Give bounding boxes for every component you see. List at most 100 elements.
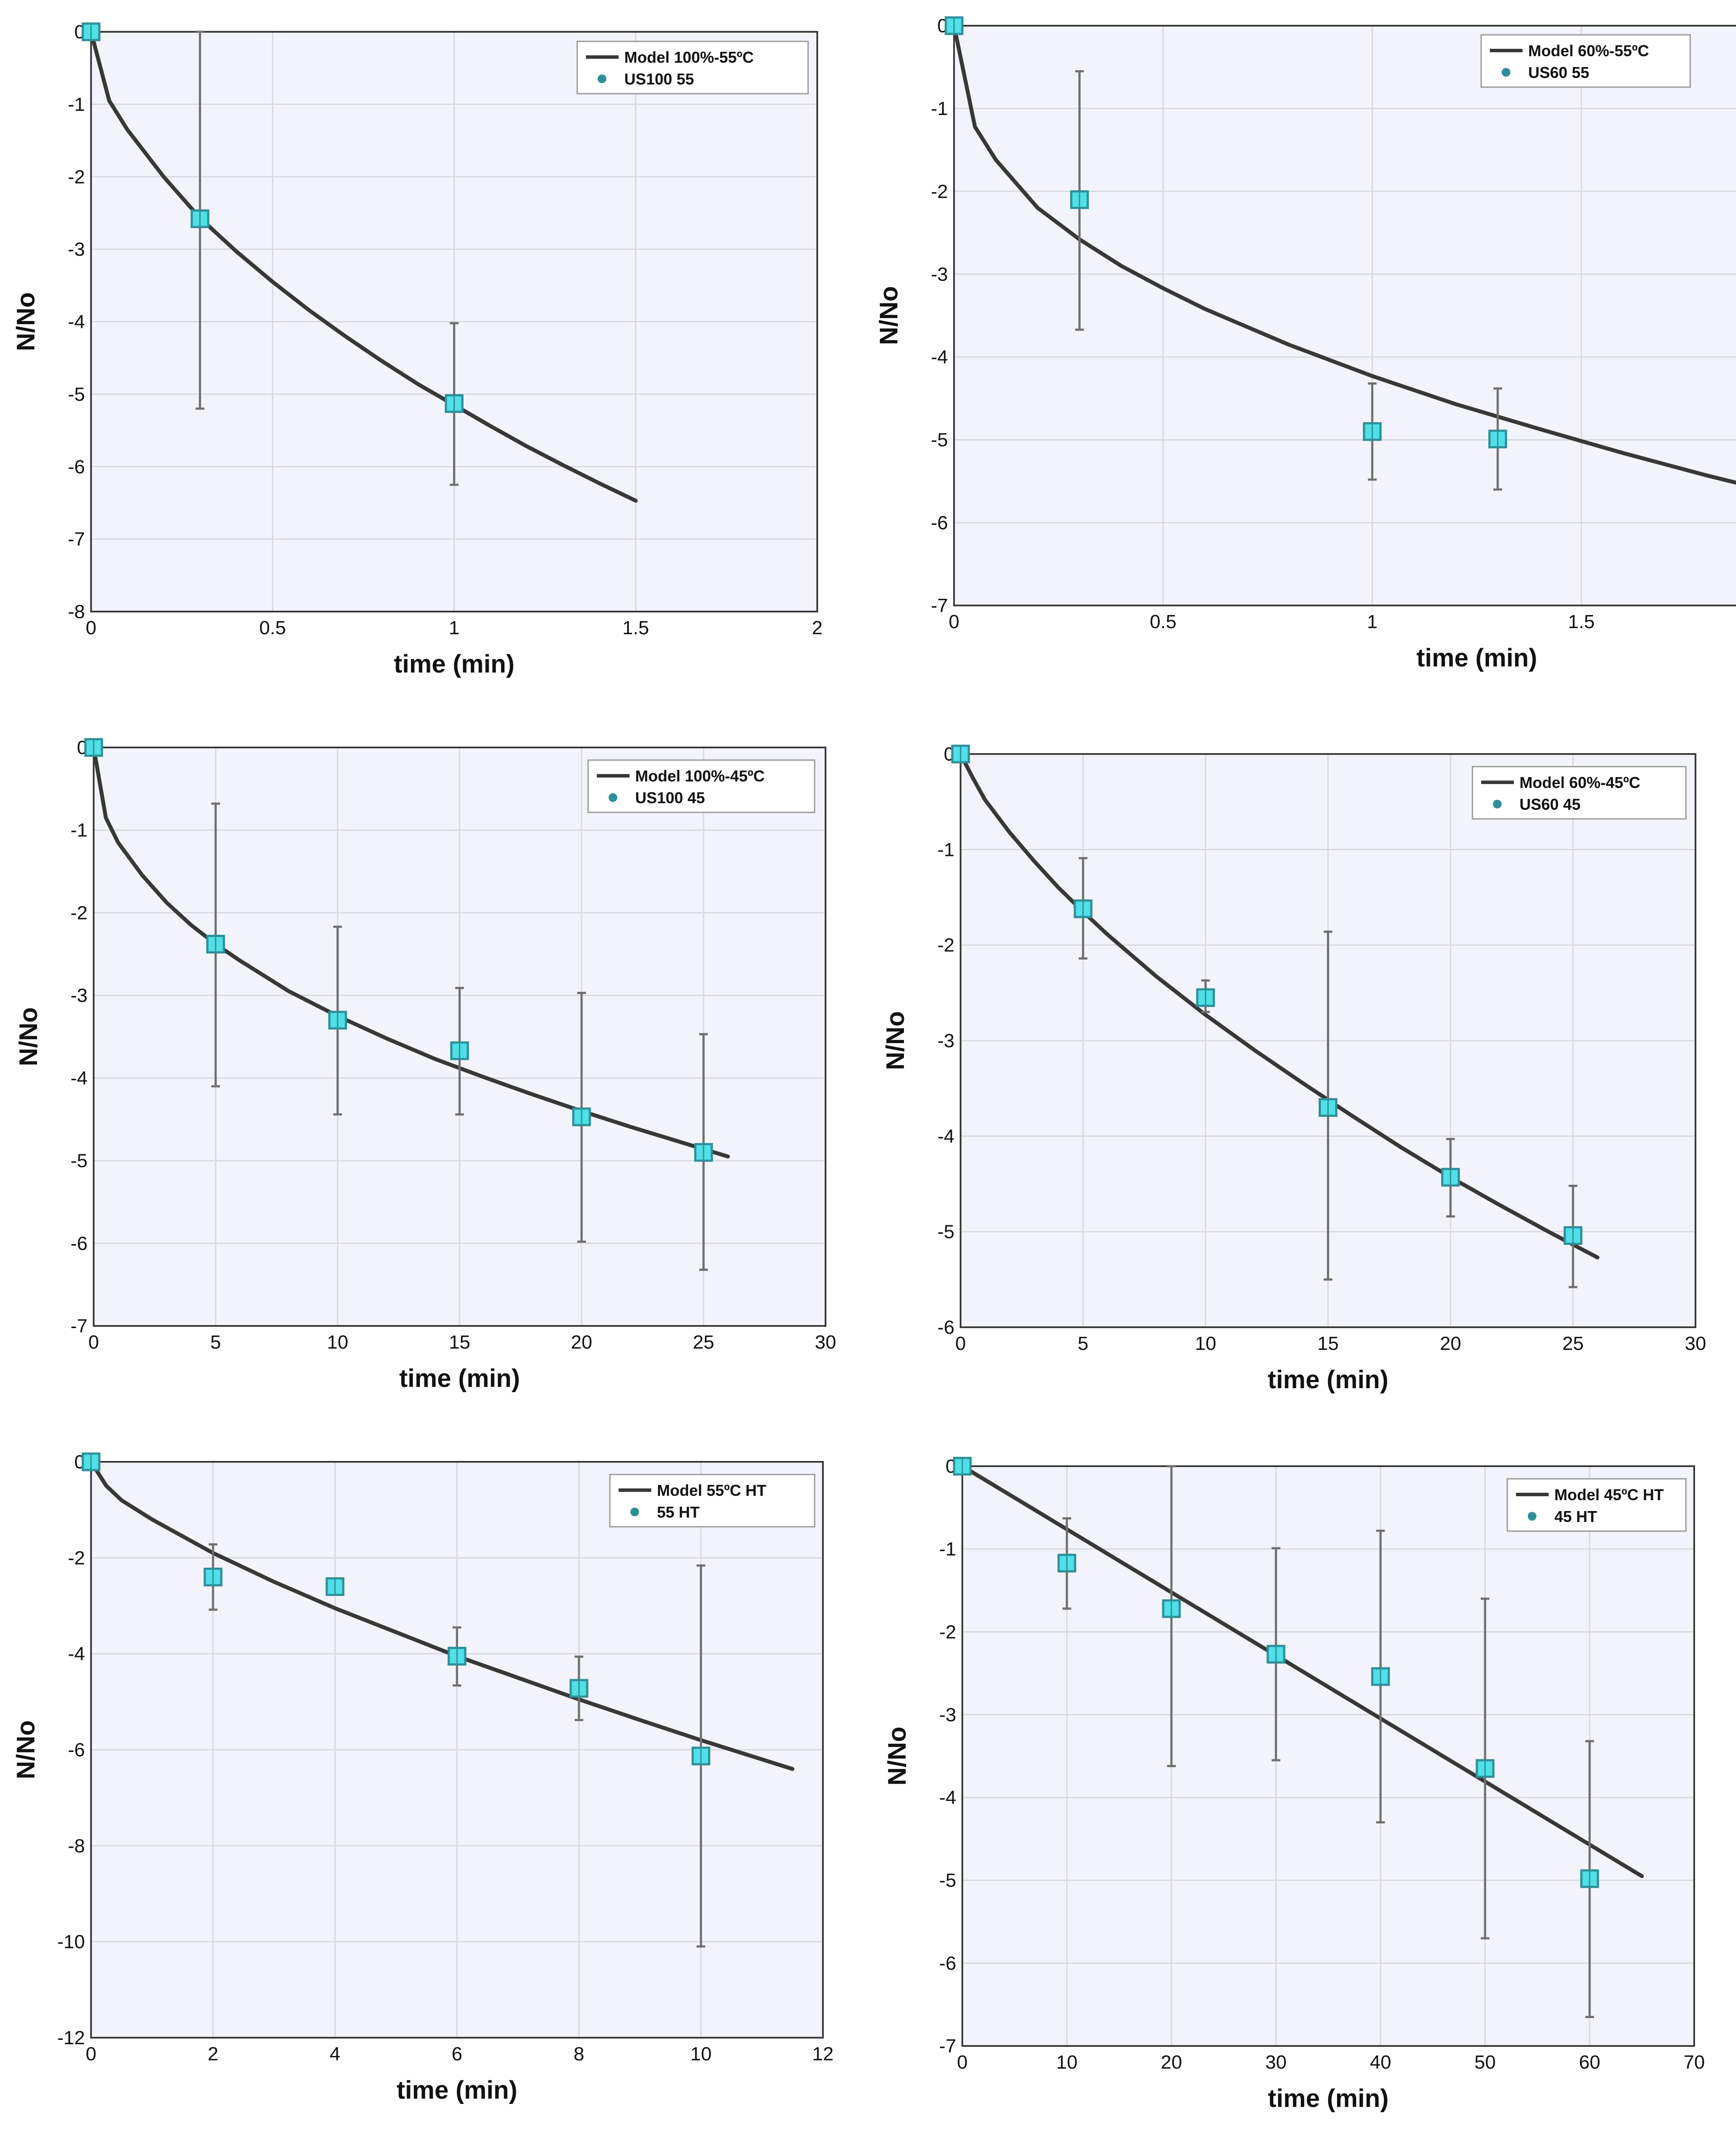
data-series xyxy=(84,738,713,1271)
plot-area xyxy=(953,25,1736,606)
x-tick-label: 20 xyxy=(1161,2052,1182,2073)
y-tick-label: -1 xyxy=(68,94,85,115)
x-tick-label: 0 xyxy=(86,2043,96,2065)
x-tick-label: 10 xyxy=(327,1332,349,1353)
plot-frame xyxy=(90,31,818,612)
y-tick-label: -1 xyxy=(937,839,954,860)
model-series xyxy=(960,1464,1644,1878)
tick-labels: 0 10 20 30 40 50 60 700-1-2-3-4-5-6-7 xyxy=(939,1456,1705,2073)
x-tick-label: 5 xyxy=(1078,1333,1088,1354)
y-tick-label: -1 xyxy=(71,820,88,841)
y-tick-label: -2 xyxy=(931,181,948,202)
x-tick-label: 0 xyxy=(957,2052,968,2073)
y-axis-title: N/No xyxy=(883,1727,911,1785)
legend: Model 60%-55ºC US60 55 xyxy=(1480,34,1691,88)
legend-data-swatch xyxy=(1493,800,1502,808)
legend: Model 55ºC HT 55 HT xyxy=(609,1474,816,1528)
legend: Model 60%-45ºC US60 45 xyxy=(1472,766,1687,820)
x-axis-title: time (min) xyxy=(394,650,514,678)
legend-data-label: US60 45 xyxy=(1519,795,1580,813)
y-tick-label: -4 xyxy=(68,311,85,333)
y-tick-label: -5 xyxy=(937,1221,954,1243)
y-tick-label: -5 xyxy=(71,1150,88,1172)
legend-model-label: Model 100%-45ºC xyxy=(635,767,765,785)
y-tick-label: -10 xyxy=(57,1931,85,1953)
x-tick-label: 4 xyxy=(330,2043,340,2065)
y-tick-label: -6 xyxy=(68,1739,85,1761)
y-axis-title: N/No xyxy=(875,286,903,345)
x-tick-label: 5 xyxy=(210,1332,221,1353)
x-tick-label: 0.5 xyxy=(1150,611,1176,632)
plot-frame xyxy=(960,753,1696,1328)
y-tick-label: -2 xyxy=(68,166,85,188)
tick-labels: 0 5 10 15 20 25 300-1-2-3-4-5-6-7 xyxy=(71,737,836,1353)
x-tick-label: 15 xyxy=(1317,1333,1339,1354)
y-axis-title: N/No xyxy=(12,292,40,351)
x-tick-label: 60 xyxy=(1579,2052,1601,2073)
y-tick-label: -8 xyxy=(68,601,85,622)
x-tick-label: 6 xyxy=(452,2043,462,2065)
model-curve xyxy=(89,30,638,503)
x-tick-label: 70 xyxy=(1684,2052,1705,2073)
legend-data-label: US60 55 xyxy=(1528,64,1589,81)
y-tick-label: -2 xyxy=(68,1547,85,1569)
y-tick-label: -4 xyxy=(931,347,948,368)
y-tick-label: -7 xyxy=(931,595,948,616)
y-tick-label: -7 xyxy=(939,2036,956,2057)
data-series xyxy=(81,1452,711,1948)
legend-box xyxy=(587,759,816,813)
legend-data-swatch xyxy=(609,793,617,802)
x-tick-label: 1.5 xyxy=(1568,611,1594,632)
model-curve xyxy=(960,1464,1644,1878)
y-tick-label: -3 xyxy=(937,1030,954,1052)
y-tick-label: -6 xyxy=(68,456,85,477)
legend-model-label: Model 100%-55ºC xyxy=(624,48,754,66)
x-tick-label: 40 xyxy=(1370,2052,1391,2073)
x-tick-label: 30 xyxy=(1266,2052,1287,2073)
y-tick-label: -5 xyxy=(931,429,948,451)
x-tick-label: 1 xyxy=(449,617,459,639)
y-tick-label: -4 xyxy=(937,1126,954,1147)
data-series xyxy=(81,22,464,486)
y-tick-label: -6 xyxy=(939,1953,956,1974)
model-curve xyxy=(89,1460,795,1771)
legend-data-label: 45 HT xyxy=(1554,1508,1597,1525)
legend: Model 100%-55ºC US100 55 xyxy=(576,41,809,95)
legend-data-swatch xyxy=(1502,68,1510,77)
model-series xyxy=(89,30,638,503)
x-tick-label: 25 xyxy=(1562,1333,1584,1354)
data-series xyxy=(951,744,1583,1288)
chart-panel-2: 00.511.522.50-1-2-3-4-5-6-7 Model 60%-55… xyxy=(875,15,1736,672)
chart-panel-1: 0 0.5 1 1.5 20-1-2-3-4-5-6-7-8 Model 100%-55… xyxy=(12,21,822,678)
legend-data-label: 55 HT xyxy=(657,1503,700,1521)
y-tick-label: -5 xyxy=(939,1870,956,1891)
y-tick-label: -4 xyxy=(68,1643,85,1665)
plot-frame xyxy=(93,747,826,1327)
x-tick-label: 0 xyxy=(88,1332,99,1353)
y-tick-label: -3 xyxy=(931,264,948,285)
legend-box xyxy=(1506,1478,1687,1532)
y-tick-label: -12 xyxy=(57,2027,85,2049)
y-tick-label: -8 xyxy=(68,1835,85,1856)
model-series xyxy=(952,24,1736,485)
x-tick-label: 25 xyxy=(693,1332,714,1353)
x-axis-title: time (min) xyxy=(1268,1366,1388,1394)
y-tick-label: -1 xyxy=(931,98,948,119)
tick-labels: 00.511.522.50-1-2-3-4-5-6-7 xyxy=(931,15,1595,632)
x-tick-label: 0 xyxy=(955,1333,966,1354)
legend-data-swatch xyxy=(598,74,606,83)
y-axis-title: N/No xyxy=(881,1011,910,1070)
y-tick-label: -3 xyxy=(71,985,88,1006)
y-tick-label: -6 xyxy=(71,1233,88,1254)
x-axis-title: time (min) xyxy=(396,2076,517,2104)
legend-box xyxy=(576,41,809,95)
chart-panel-3: 0 5 10 15 20 25 300-1-2-3-4-5-6-7 Model 100%-4… xyxy=(14,737,836,1393)
legend: Model 100%-45ºC US100 45 xyxy=(587,759,816,813)
grid xyxy=(953,25,1736,606)
legend-model-label: Model 55ºC HT xyxy=(657,1481,766,1499)
y-tick-label: -3 xyxy=(68,239,85,260)
x-tick-label: 50 xyxy=(1475,2052,1496,2073)
legend-data-swatch xyxy=(1528,1512,1536,1521)
x-tick-label: 8 xyxy=(574,2043,584,2065)
